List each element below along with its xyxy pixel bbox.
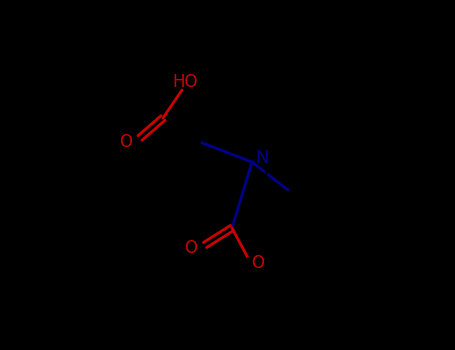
Text: HO: HO [172, 73, 198, 91]
Text: O: O [120, 133, 132, 151]
Text: N: N [255, 149, 269, 167]
Text: O: O [252, 254, 264, 272]
Text: O: O [184, 239, 197, 257]
